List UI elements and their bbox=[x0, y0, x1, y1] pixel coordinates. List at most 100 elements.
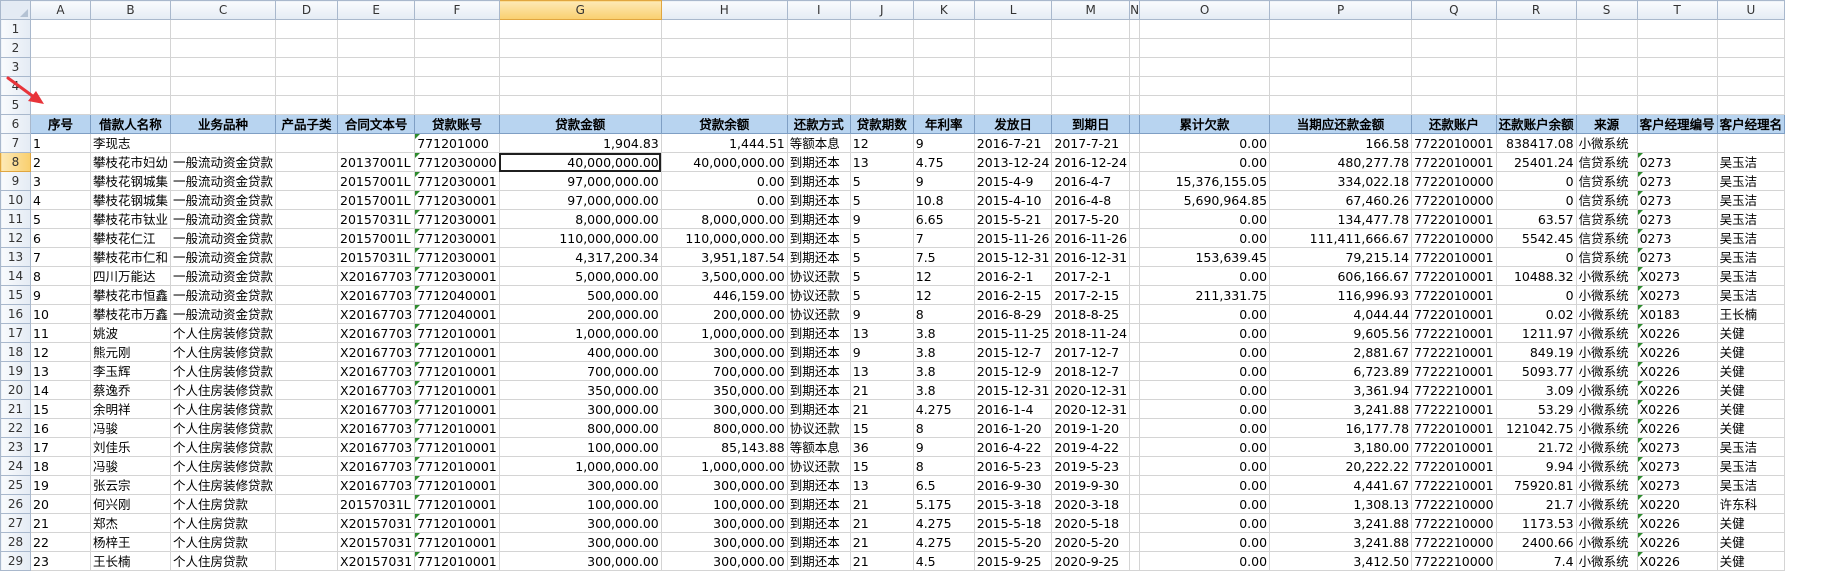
column-header-c[interactable]: C bbox=[170, 0, 277, 20]
cell[interactable]: 7712010001 bbox=[414, 323, 500, 343]
cell[interactable]: 王长楠 bbox=[89, 551, 172, 571]
cell[interactable]: 0.00 bbox=[1139, 342, 1271, 362]
cell[interactable]: 小微系统 bbox=[1575, 285, 1638, 305]
cell[interactable] bbox=[973, 76, 1053, 96]
cell[interactable] bbox=[1129, 38, 1141, 58]
cell[interactable]: 个人住房装修贷款 bbox=[170, 456, 277, 476]
cell[interactable]: 20,222.22 bbox=[1269, 456, 1413, 476]
cell[interactable] bbox=[275, 361, 339, 381]
cell[interactable]: 1 bbox=[30, 133, 91, 153]
cell[interactable]: 余明祥 bbox=[89, 399, 172, 419]
cell[interactable] bbox=[275, 76, 339, 96]
cell[interactable] bbox=[1636, 133, 1718, 153]
cell[interactable] bbox=[1129, 513, 1141, 533]
header-cell[interactable]: 业务品种 bbox=[170, 114, 277, 134]
column-header-o[interactable]: O bbox=[1139, 0, 1271, 20]
cell[interactable]: 0273 bbox=[1636, 152, 1718, 172]
row-header[interactable]: 20 bbox=[0, 380, 31, 400]
cell[interactable]: 何兴刚 bbox=[89, 494, 172, 514]
cell[interactable]: X0273 bbox=[1636, 437, 1718, 457]
column-header-t[interactable]: T bbox=[1636, 0, 1718, 20]
cell[interactable] bbox=[275, 57, 339, 77]
cell[interactable]: 2015-12-31 bbox=[973, 380, 1053, 400]
column-header-g[interactable]: G bbox=[498, 0, 662, 20]
cell[interactable]: 到期还本 bbox=[786, 475, 851, 495]
cell[interactable]: 攀枝花钢城集 bbox=[89, 171, 172, 191]
cell[interactable]: 20 bbox=[30, 494, 91, 514]
cell[interactable]: 个人住房贷款 bbox=[170, 494, 277, 514]
cell[interactable] bbox=[1575, 76, 1638, 96]
cell[interactable]: 2015-4-9 bbox=[973, 171, 1053, 191]
cell[interactable] bbox=[1051, 38, 1131, 58]
cell[interactable]: 7722010000 bbox=[1411, 228, 1497, 248]
cell[interactable]: 2015-11-25 bbox=[973, 323, 1053, 343]
cell[interactable] bbox=[786, 95, 851, 115]
cell[interactable] bbox=[275, 342, 339, 362]
cell[interactable]: 0.00 bbox=[1139, 266, 1271, 286]
cell[interactable]: 关健 bbox=[1716, 380, 1786, 400]
cell[interactable] bbox=[849, 38, 914, 58]
cell[interactable]: X0273 bbox=[1636, 266, 1718, 286]
cell[interactable] bbox=[1495, 57, 1577, 77]
cell[interactable] bbox=[1129, 342, 1141, 362]
cell[interactable]: 0.00 bbox=[660, 190, 788, 210]
cell[interactable]: 300,000.00 bbox=[498, 475, 662, 495]
cell[interactable]: 85,143.88 bbox=[660, 437, 788, 457]
cell[interactable]: X0226 bbox=[1636, 342, 1718, 362]
cell[interactable]: 20157001L bbox=[337, 228, 416, 248]
cell[interactable] bbox=[1139, 38, 1271, 58]
cell[interactable]: 3,361.94 bbox=[1269, 380, 1413, 400]
cell[interactable] bbox=[1575, 95, 1638, 115]
cell[interactable]: 4 bbox=[30, 190, 91, 210]
cell[interactable]: 6,723.89 bbox=[1269, 361, 1413, 381]
cell[interactable] bbox=[337, 19, 416, 39]
cell[interactable] bbox=[414, 95, 500, 115]
header-cell[interactable]: 发放日 bbox=[973, 114, 1053, 134]
cell[interactable] bbox=[414, 19, 500, 39]
cell[interactable]: 1173.53 bbox=[1495, 513, 1577, 533]
cell[interactable]: 2018-12-7 bbox=[1051, 361, 1131, 381]
cell[interactable]: 2 bbox=[30, 152, 91, 172]
row-header[interactable]: 3 bbox=[0, 57, 31, 77]
cell[interactable]: 小微系统 bbox=[1575, 399, 1638, 419]
column-header-i[interactable]: I bbox=[786, 0, 851, 20]
cell[interactable]: 2016-9-30 bbox=[973, 475, 1053, 495]
cell[interactable]: 300,000.00 bbox=[498, 532, 662, 552]
cell[interactable]: 6.5 bbox=[912, 475, 975, 495]
cell[interactable]: 300,000.00 bbox=[660, 475, 788, 495]
cell[interactable]: 一般流动资金贷款 bbox=[170, 304, 277, 324]
cell[interactable]: 7712030001 bbox=[414, 266, 500, 286]
cell[interactable] bbox=[414, 38, 500, 58]
cell[interactable] bbox=[1129, 532, 1141, 552]
cell[interactable]: 3,241.88 bbox=[1269, 532, 1413, 552]
cell[interactable]: 21 bbox=[30, 513, 91, 533]
cell[interactable]: 800,000.00 bbox=[498, 418, 662, 438]
cell[interactable]: 13 bbox=[849, 361, 914, 381]
cell[interactable]: 23 bbox=[30, 551, 91, 571]
cell[interactable]: 480,277.78 bbox=[1269, 152, 1413, 172]
cell[interactable] bbox=[30, 57, 91, 77]
cell[interactable]: 李现志 bbox=[89, 133, 172, 153]
cell[interactable] bbox=[1129, 399, 1141, 419]
cell[interactable] bbox=[1716, 38, 1786, 58]
cell[interactable]: 7722210000 bbox=[1411, 513, 1497, 533]
cell[interactable]: 21 bbox=[849, 513, 914, 533]
cell[interactable] bbox=[337, 57, 416, 77]
cell[interactable] bbox=[30, 95, 91, 115]
cell[interactable]: 0.00 bbox=[1139, 304, 1271, 324]
cell[interactable]: 3,241.88 bbox=[1269, 513, 1413, 533]
cell[interactable]: X20167703 bbox=[337, 285, 416, 305]
cell[interactable] bbox=[973, 95, 1053, 115]
cell[interactable] bbox=[849, 95, 914, 115]
cell[interactable] bbox=[1129, 437, 1141, 457]
cell[interactable] bbox=[498, 95, 662, 115]
cell[interactable]: 9 bbox=[912, 133, 975, 153]
cell[interactable]: 0 bbox=[1495, 247, 1577, 267]
cell[interactable]: 200,000.00 bbox=[660, 304, 788, 324]
cell[interactable] bbox=[275, 494, 339, 514]
cell[interactable]: 0273 bbox=[1636, 247, 1718, 267]
cell[interactable] bbox=[89, 76, 172, 96]
cell[interactable]: 8,000,000.00 bbox=[498, 209, 662, 229]
cell[interactable]: 8 bbox=[912, 418, 975, 438]
column-header-r[interactable]: R bbox=[1495, 0, 1577, 20]
